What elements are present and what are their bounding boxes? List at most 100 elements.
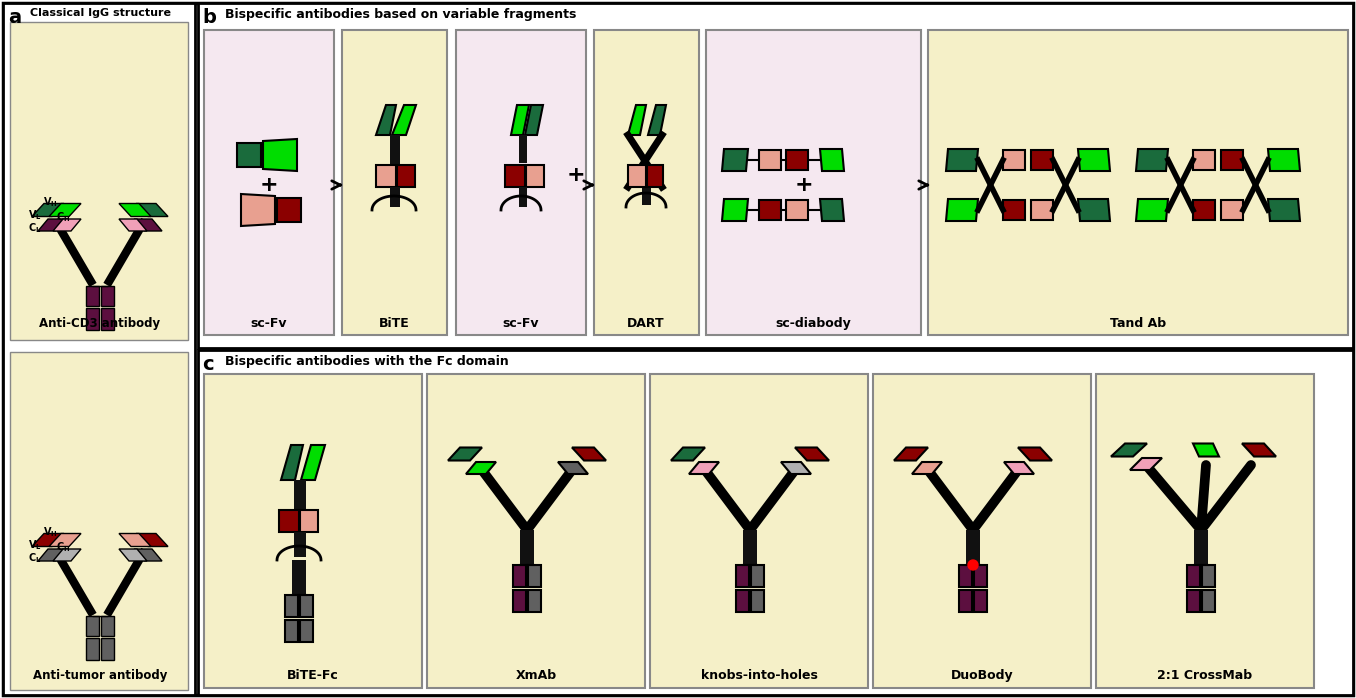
Bar bbox=[456, 30, 586, 335]
Text: $\mathbf{C_H}$: $\mathbf{C_H}$ bbox=[56, 540, 71, 554]
Polygon shape bbox=[946, 199, 978, 221]
Bar bbox=[237, 143, 260, 167]
Bar bbox=[300, 595, 313, 617]
Polygon shape bbox=[281, 445, 302, 480]
Polygon shape bbox=[33, 533, 64, 547]
Text: sc-Fv: sc-Fv bbox=[503, 317, 540, 330]
Text: DART: DART bbox=[628, 317, 664, 330]
Polygon shape bbox=[38, 549, 66, 561]
Bar bbox=[786, 150, 808, 170]
Bar bbox=[743, 530, 757, 565]
Polygon shape bbox=[119, 204, 151, 216]
Bar bbox=[1220, 200, 1243, 220]
Text: $\mathbf{C_L}$: $\mathbf{C_L}$ bbox=[28, 221, 41, 235]
Bar bbox=[1003, 200, 1025, 220]
Bar bbox=[965, 530, 980, 565]
Bar bbox=[519, 187, 527, 207]
Polygon shape bbox=[721, 149, 749, 171]
Text: $\mathbf{V_L}$: $\mathbf{V_L}$ bbox=[28, 208, 42, 222]
Bar bbox=[9, 352, 188, 690]
Text: Anti-CD3 antibody: Anti-CD3 antibody bbox=[39, 317, 160, 330]
Bar bbox=[513, 565, 526, 587]
Bar bbox=[203, 374, 422, 688]
Polygon shape bbox=[1111, 443, 1147, 456]
Polygon shape bbox=[136, 204, 168, 216]
Polygon shape bbox=[53, 549, 81, 561]
Polygon shape bbox=[820, 199, 843, 221]
Bar bbox=[198, 350, 1353, 695]
Text: $\mathbf{C_H}$: $\mathbf{C_H}$ bbox=[56, 210, 71, 224]
Polygon shape bbox=[447, 447, 481, 461]
Polygon shape bbox=[648, 105, 666, 135]
Polygon shape bbox=[134, 549, 161, 561]
Polygon shape bbox=[49, 533, 81, 547]
Bar bbox=[1193, 200, 1215, 220]
Text: DuoBody: DuoBody bbox=[951, 669, 1013, 682]
Text: b: b bbox=[202, 8, 216, 27]
Bar bbox=[974, 565, 987, 587]
Polygon shape bbox=[53, 219, 81, 231]
Bar bbox=[1201, 565, 1215, 587]
Bar bbox=[100, 638, 114, 660]
Bar bbox=[300, 620, 313, 642]
Bar bbox=[628, 165, 645, 187]
Polygon shape bbox=[1078, 199, 1111, 221]
Bar bbox=[203, 30, 334, 335]
Polygon shape bbox=[1193, 443, 1219, 456]
Text: c: c bbox=[202, 355, 214, 374]
Bar bbox=[959, 590, 972, 612]
Bar bbox=[100, 616, 114, 636]
Polygon shape bbox=[1136, 199, 1168, 221]
Polygon shape bbox=[628, 105, 645, 135]
Bar bbox=[1003, 150, 1025, 170]
Text: a: a bbox=[8, 8, 22, 27]
Polygon shape bbox=[894, 447, 928, 461]
Bar bbox=[1186, 590, 1200, 612]
Bar bbox=[751, 590, 763, 612]
Polygon shape bbox=[820, 149, 843, 171]
Polygon shape bbox=[1130, 458, 1162, 470]
Bar bbox=[277, 198, 301, 222]
Bar bbox=[928, 30, 1348, 335]
Text: +: + bbox=[260, 175, 278, 195]
Bar bbox=[1031, 200, 1054, 220]
Bar bbox=[650, 374, 868, 688]
Bar bbox=[391, 135, 400, 165]
Polygon shape bbox=[392, 105, 416, 135]
Text: Bispecific antibodies based on variable fragments: Bispecific antibodies based on variable … bbox=[225, 8, 576, 21]
Polygon shape bbox=[721, 199, 749, 221]
Bar bbox=[85, 286, 99, 306]
Polygon shape bbox=[781, 462, 811, 474]
Polygon shape bbox=[1268, 149, 1300, 171]
Polygon shape bbox=[241, 194, 275, 226]
Bar bbox=[9, 22, 188, 340]
Polygon shape bbox=[134, 219, 161, 231]
Bar bbox=[1195, 530, 1208, 565]
Bar bbox=[751, 565, 763, 587]
Bar bbox=[294, 480, 306, 512]
Polygon shape bbox=[136, 533, 168, 547]
Bar bbox=[974, 590, 987, 612]
Bar bbox=[300, 510, 319, 532]
Polygon shape bbox=[525, 105, 542, 135]
Polygon shape bbox=[671, 447, 705, 461]
Text: sc-Fv: sc-Fv bbox=[251, 317, 287, 330]
Bar bbox=[85, 308, 99, 330]
Bar bbox=[736, 590, 749, 612]
Text: XmAb: XmAb bbox=[515, 669, 556, 682]
Bar bbox=[959, 565, 972, 587]
Text: $\mathbf{C_L}$: $\mathbf{C_L}$ bbox=[28, 551, 41, 565]
Text: +: + bbox=[795, 175, 814, 195]
Text: 2:1 CrossMab: 2:1 CrossMab bbox=[1158, 669, 1253, 682]
Polygon shape bbox=[689, 462, 719, 474]
Bar bbox=[285, 620, 298, 642]
Polygon shape bbox=[263, 139, 297, 171]
Bar bbox=[759, 200, 781, 220]
Bar bbox=[1186, 565, 1200, 587]
Polygon shape bbox=[511, 105, 529, 135]
Polygon shape bbox=[1136, 149, 1168, 171]
Bar bbox=[519, 135, 527, 163]
Bar bbox=[641, 187, 651, 205]
Text: Anti-tumor antibody: Anti-tumor antibody bbox=[33, 669, 167, 682]
Bar bbox=[736, 565, 749, 587]
